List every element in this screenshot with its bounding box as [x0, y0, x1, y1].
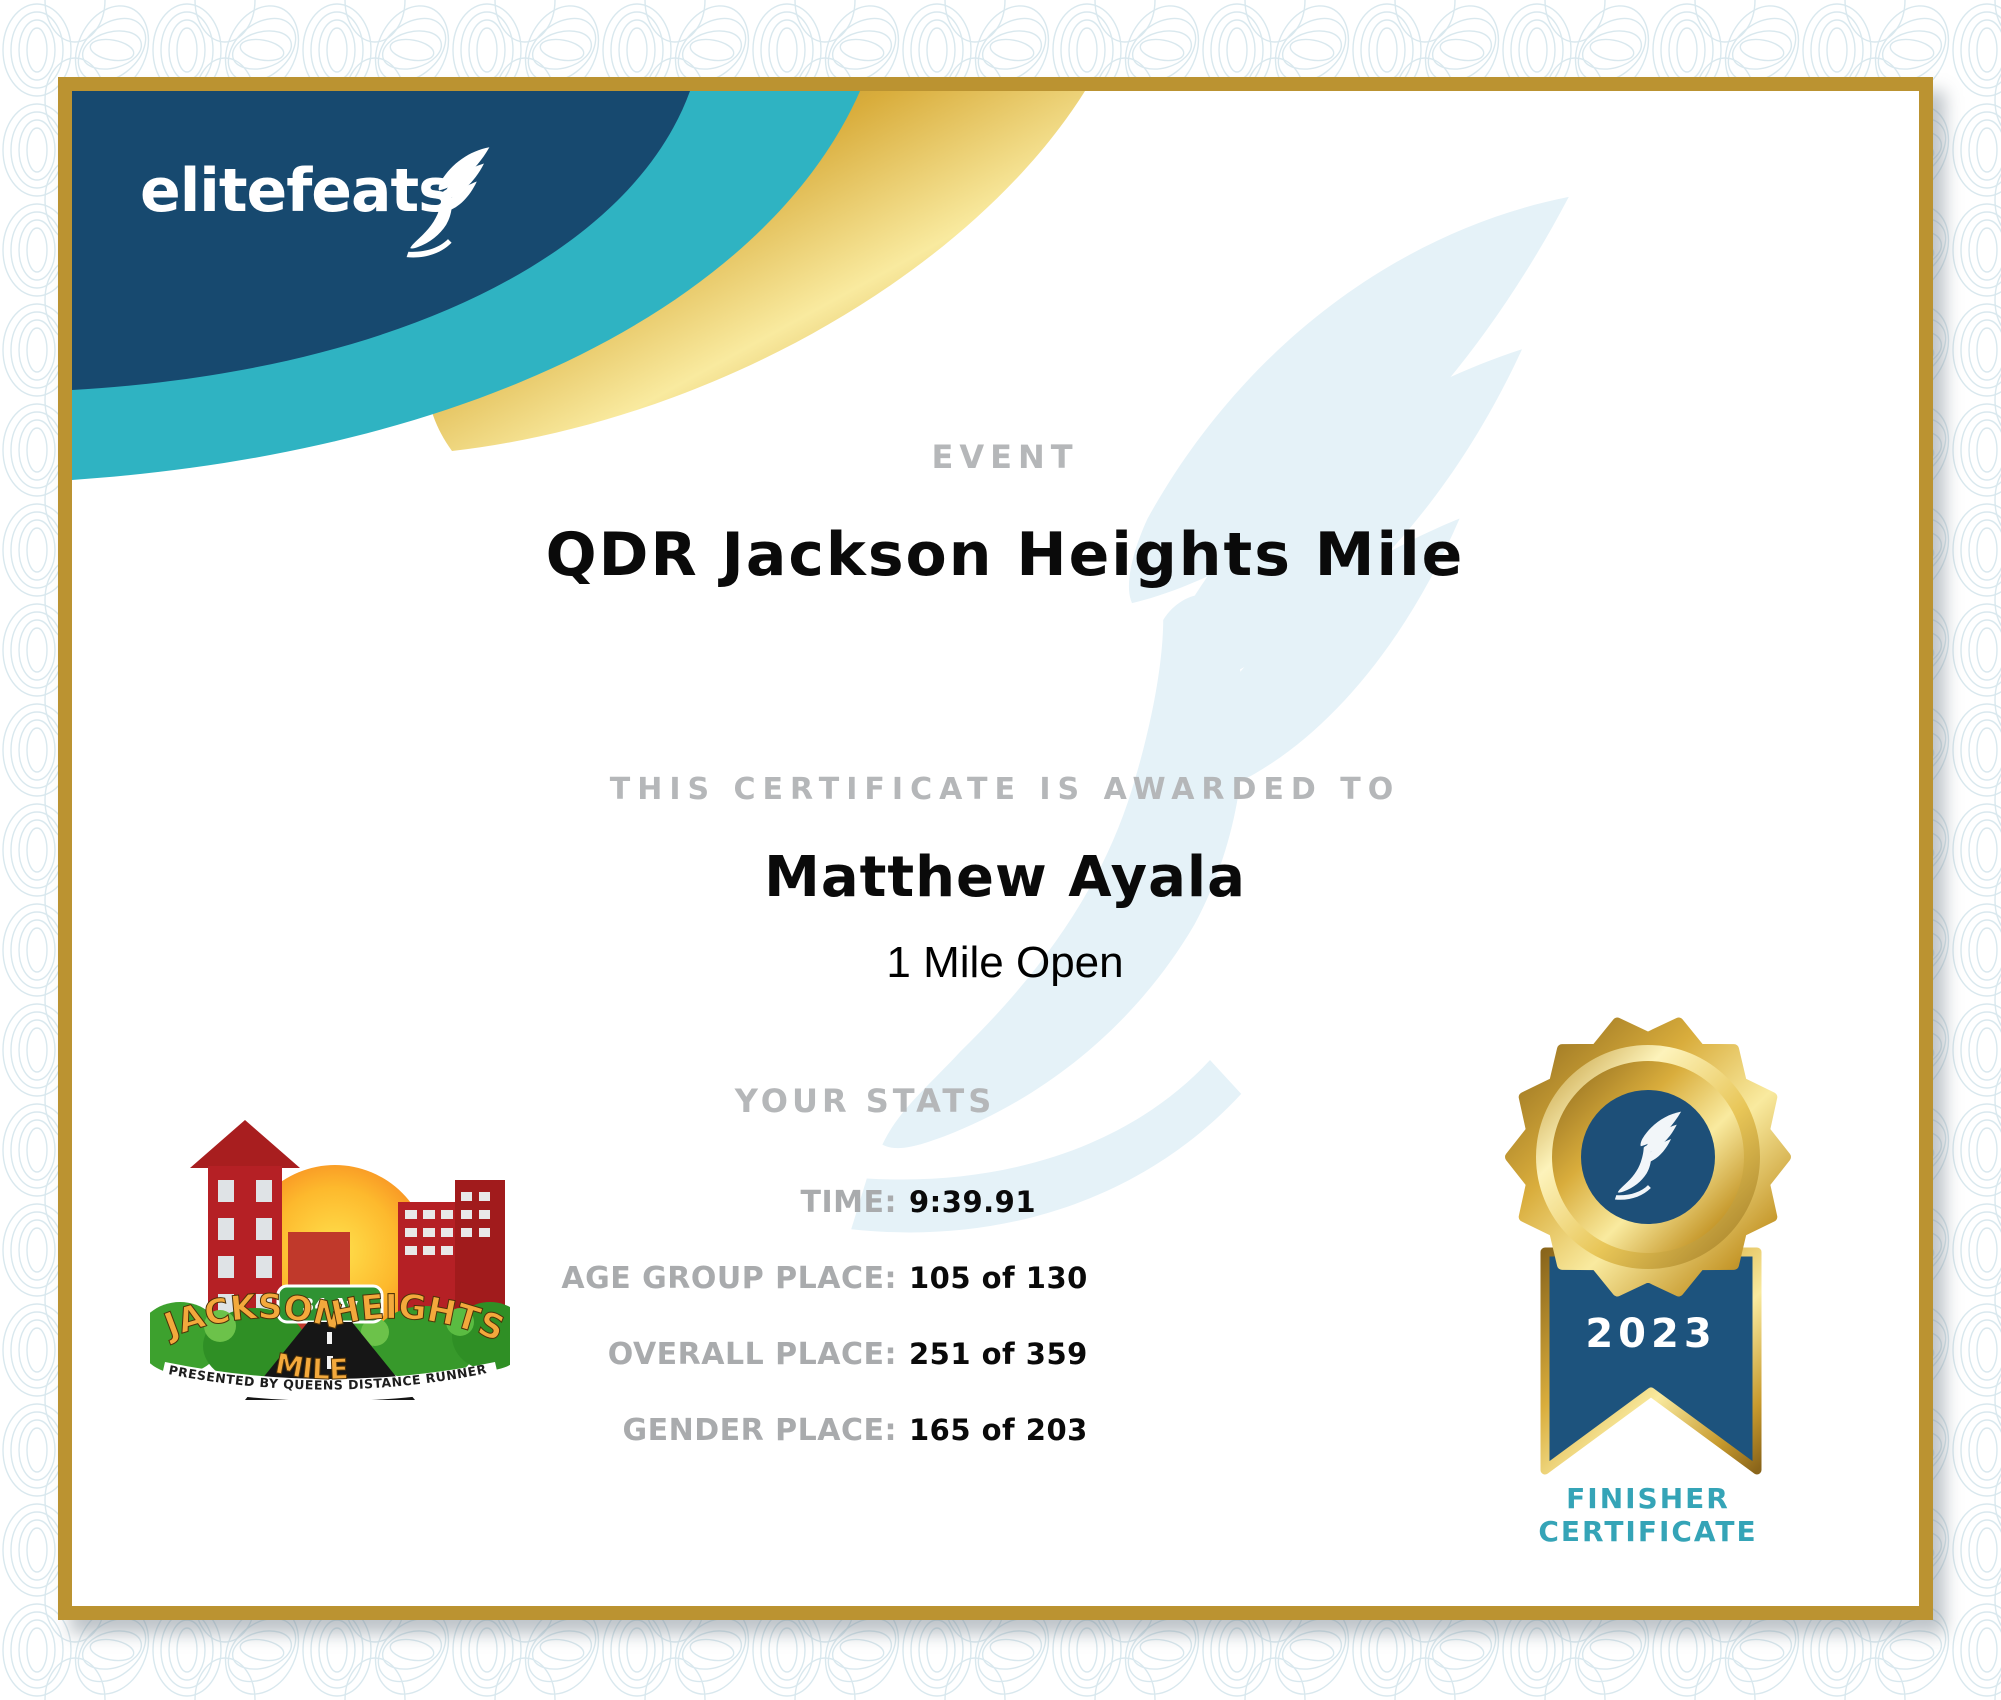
stat-label: OVERALL PLACE:	[607, 1337, 897, 1372]
tagline-band	[160, 1362, 500, 1400]
medal-caption: FINISHER CERTIFICATE	[1488, 1482, 1808, 1548]
recipient-name: Matthew Ayala	[764, 845, 1246, 910]
medal-caption-line1: FINISHER	[1566, 1482, 1730, 1515]
brand-wordmark: elitefeats	[140, 156, 454, 226]
event-title: QDR Jackson Heights Mile	[545, 520, 1465, 590]
stat-label: AGE GROUP PLACE:	[561, 1261, 897, 1296]
race-division: 1 Mile Open	[886, 938, 1124, 987]
awarded-to-label: THIS CERTIFICATE IS AWARDED TO	[609, 772, 1401, 807]
brand-logo: elitefeats	[140, 156, 454, 226]
jackson-heights-mile-logo: 34 Av JACKSON HEIGHTS MILE	[150, 1110, 510, 1400]
stat-value: 9:39.91	[909, 1185, 1037, 1219]
stat-value: 165 of 203	[909, 1413, 1088, 1447]
street-sign-text: 34 Av	[302, 1295, 359, 1316]
header-curves	[72, 91, 1085, 480]
stats-heading: YOUR STATS	[734, 1082, 996, 1120]
header-navy-curve	[72, 91, 690, 390]
medal-ribbon	[1540, 1247, 1762, 1475]
stat-row-overall-place: OVERALL PLACE: 251 of 359	[72, 1337, 1088, 1372]
stat-row-gender-place: GENDER PLACE: 165 of 203	[72, 1413, 1088, 1448]
finisher-medal: 2023	[1505, 1017, 1791, 1475]
event-label: EVENT	[931, 438, 1079, 476]
stat-value: 105 of 130	[909, 1261, 1088, 1295]
stat-row-age-group-place: AGE GROUP PLACE: 105 of 130	[72, 1261, 1088, 1296]
stat-row-time: TIME: 9:39.91	[72, 1185, 1036, 1220]
stat-label: GENDER PLACE:	[622, 1413, 897, 1448]
winged-foot-icon	[403, 143, 493, 265]
medal-caption-line2: CERTIFICATE	[1538, 1515, 1758, 1548]
logo-word-mile: MILE	[273, 1347, 349, 1386]
medal-rosette	[1505, 1017, 1791, 1297]
certificate-card: elitefeats EVENT QDR Jackson Heights Mil…	[58, 77, 1933, 1620]
medal-year: 2023	[1585, 1311, 1716, 1357]
stat-label: TIME:	[800, 1185, 897, 1220]
stat-value: 251 of 359	[909, 1337, 1088, 1371]
